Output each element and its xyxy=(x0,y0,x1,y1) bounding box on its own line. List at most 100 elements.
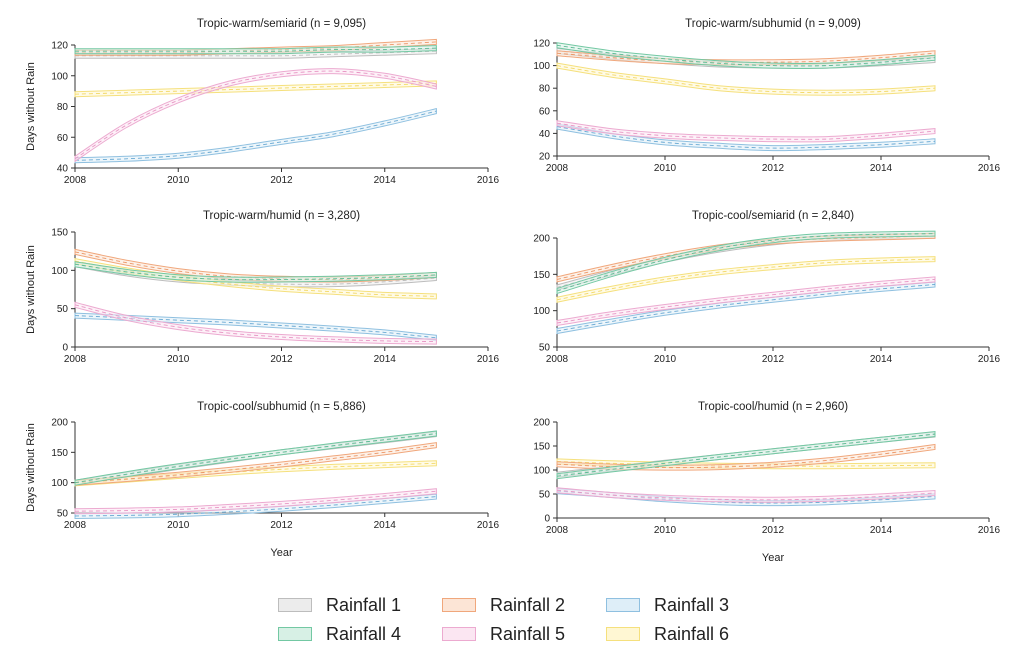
panel-5-x-tick-label: 2016 xyxy=(477,520,500,531)
panel-5-x-tick-label: 2008 xyxy=(64,520,87,531)
panel-5-y-tick-label: 150 xyxy=(51,448,68,459)
panel-3-x-tick-label: 2014 xyxy=(374,354,397,365)
panel-2-y-tick-label: 100 xyxy=(533,61,550,72)
panel-4-series-rainfall-6 xyxy=(556,258,936,301)
panel-5-band-rainfall-4 xyxy=(74,430,437,486)
panel-6-band-rainfall-4 xyxy=(556,430,936,480)
panel-1-x-tick-label: 2012 xyxy=(270,175,293,186)
legend-item-rainfall-5: Rainfall 5 xyxy=(442,623,565,645)
legend-item-rainfall-4: Rainfall 4 xyxy=(278,623,401,645)
panel-3-x-tick-label: 2016 xyxy=(477,354,500,365)
panel-3-y-tick-label: 0 xyxy=(62,343,68,354)
panel-6-series-rainfall-5 xyxy=(556,489,936,501)
panel-5-y-axis-label: Days without Rain xyxy=(25,423,37,512)
panel-5-y-tick-label: 100 xyxy=(51,478,68,489)
panel-5-x-tick-label: 2010 xyxy=(167,520,190,531)
panel-1-band-rainfall-5 xyxy=(74,68,437,163)
panel-2-y-tick-label: 20 xyxy=(539,152,551,163)
panel-5-x-tick-label: 2012 xyxy=(270,520,293,531)
panel-1-x-tick-label: 2008 xyxy=(64,175,87,186)
panel-4-band-rainfall-5 xyxy=(556,276,936,327)
panel-4-title: Tropic-cool/semiarid (n = 2,840) xyxy=(692,210,854,222)
panel-4-y-tick-label: 150 xyxy=(533,270,550,281)
legend-item-rainfall-1: Rainfall 1 xyxy=(278,594,401,616)
panel-4-y-tick-label: 200 xyxy=(533,234,550,245)
panel-6-x-tick-label: 2012 xyxy=(762,525,785,536)
legend-item-rainfall-6: Rainfall 6 xyxy=(606,623,729,645)
legend-swatch-rainfall-1 xyxy=(278,598,312,612)
legend-swatch-rainfall-5 xyxy=(442,627,476,641)
panel-6-y-tick-label: 150 xyxy=(533,442,550,453)
panel-3-y-axis-label: Days without Rain xyxy=(25,245,37,334)
legend-item-rainfall-2: Rainfall 2 xyxy=(442,594,565,616)
panel-2-series-rainfall-6 xyxy=(556,65,936,94)
panel-6-x-axis-label: Year xyxy=(762,552,785,564)
panel-3-x-tick-label: 2008 xyxy=(64,354,87,365)
panel-5: Tropic-cool/subhumid (n = 5,886) 50 100 150… xyxy=(25,401,500,559)
panel-1-series-rainfall-5 xyxy=(74,70,437,160)
panel-6-band-rainfall-2 xyxy=(556,443,936,471)
legend-label-rainfall-5: Rainfall 5 xyxy=(490,623,566,644)
panel-2-y-tick-label: 120 xyxy=(533,39,550,50)
panel-3-title: Tropic-warm/humid (n = 3,280) xyxy=(203,210,360,222)
panel-1-y-tick-label: 120 xyxy=(51,41,68,52)
legend-swatch-rainfall-4 xyxy=(278,627,312,641)
panel-3-series-rainfall-4 xyxy=(74,263,437,281)
panel-6-y-tick-label: 50 xyxy=(539,490,551,501)
panel-2-band-rainfall-6 xyxy=(556,62,936,96)
panel-6-y-tick-label: 200 xyxy=(533,418,550,429)
panel-3-series-rainfall-5 xyxy=(74,304,437,343)
panel-4: Tropic-cool/semiarid (n = 2,840) 50 100 150… xyxy=(533,210,1000,365)
panel-5-band-rainfall-2 xyxy=(74,442,437,486)
panel-4-x-tick-label: 2016 xyxy=(978,354,1001,365)
panel-5-x-axis-label: Year xyxy=(270,547,293,559)
panel-3: Tropic-warm/humid (n = 3,280) 0 50 100 150 20… xyxy=(25,210,500,365)
panel-6-y-tick-label: 100 xyxy=(533,466,550,477)
panel-2-series-rainfall-3 xyxy=(556,126,936,149)
legend-label-rainfall-6: Rainfall 6 xyxy=(654,623,730,644)
panel-1-title: Tropic-warm/semiarid (n = 9,095) xyxy=(197,18,366,30)
panel-6-series-rainfall-4 xyxy=(556,433,936,477)
legend-label-rainfall-2: Rainfall 2 xyxy=(490,594,566,615)
panel-2-x-tick-label: 2008 xyxy=(546,163,569,174)
panel-3-y-tick-label: 150 xyxy=(51,228,68,239)
panel-5-band-rainfall-5 xyxy=(74,488,437,515)
panel-6-title: Tropic-cool/humid (n = 2,960) xyxy=(698,401,848,413)
panel-1-y-tick-label: 80 xyxy=(57,102,69,113)
legend-label-rainfall-3: Rainfall 3 xyxy=(654,594,730,615)
panel-2-series-rainfall-5 xyxy=(556,122,936,140)
panel-6-y-tick-label: 0 xyxy=(544,514,550,525)
legend-swatch-rainfall-2 xyxy=(442,598,476,612)
panel-6-x-tick-label: 2010 xyxy=(654,525,677,536)
panel-1-y-tick-label: 40 xyxy=(57,164,69,175)
legend: Rainfall 1 Rainfall 2 Rainfall 3 Rainfal… xyxy=(278,594,798,650)
panel-2-band-rainfall-3 xyxy=(556,123,936,152)
panel-5-y-tick-label: 50 xyxy=(57,509,69,520)
panel-6: Tropic-cool/humid (n = 2,960) 0 50 100 150 20… xyxy=(533,401,1000,564)
legend-label-rainfall-1: Rainfall 1 xyxy=(326,594,402,615)
panel-4-x-tick-label: 2012 xyxy=(762,354,785,365)
panel-1: Tropic-warm/semiarid (n = 9,095) 40 60 80 10… xyxy=(25,18,500,186)
panel-3-x-tick-label: 2010 xyxy=(167,354,190,365)
panel-4-series-rainfall-4 xyxy=(556,233,936,292)
panel-4-series-rainfall-3 xyxy=(556,284,936,332)
panel-2: Tropic-warm/subhumid (n = 9,009) 20 40 60 80… xyxy=(533,18,1000,174)
panel-1-y-tick-label: 60 xyxy=(57,133,69,144)
panel-4-x-tick-label: 2008 xyxy=(546,354,569,365)
panel-3-band-rainfall-4 xyxy=(74,261,437,283)
panel-2-y-tick-label: 40 xyxy=(539,129,551,140)
legend-label-rainfall-4: Rainfall 4 xyxy=(326,623,402,644)
panel-1-band-rainfall-6 xyxy=(74,80,437,98)
panel-5-x-tick-label: 2014 xyxy=(374,520,397,531)
panel-5-series-rainfall-2 xyxy=(74,444,437,484)
panel-1-band-rainfall-4 xyxy=(74,45,437,55)
panel-1-y-axis-label: Days without Rain xyxy=(25,62,37,151)
panel-4-band-rainfall-6 xyxy=(556,256,936,303)
panel-2-x-tick-label: 2012 xyxy=(762,163,785,174)
panel-4-y-tick-label: 100 xyxy=(533,306,550,317)
legend-swatch-rainfall-3 xyxy=(606,598,640,612)
panel-1-band-rainfall-3 xyxy=(74,107,437,164)
panel-5-title: Tropic-cool/subhumid (n = 5,886) xyxy=(197,401,366,413)
panel-5-series-rainfall-4 xyxy=(74,433,437,484)
